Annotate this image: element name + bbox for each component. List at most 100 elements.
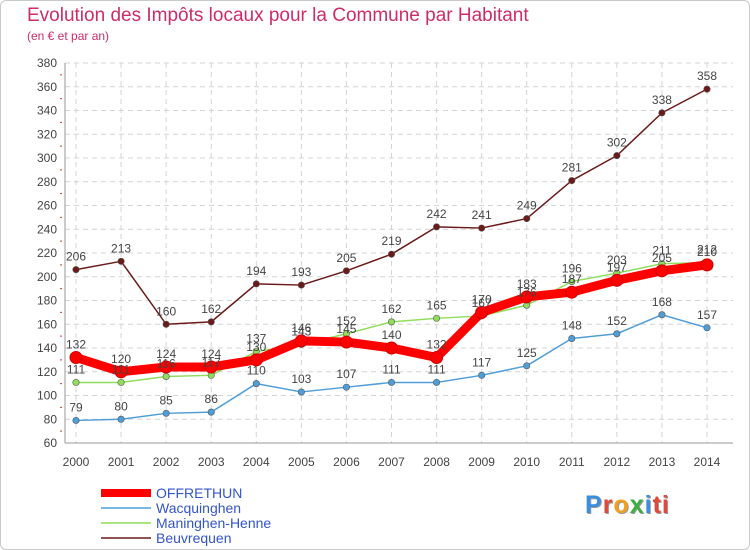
data-label-beuvrequen: 241	[472, 208, 492, 222]
data-point-beuvrequen	[433, 223, 441, 231]
data-point-beuvrequen	[478, 224, 486, 232]
data-point-offrethun	[385, 341, 398, 355]
data-point-beuvrequen	[658, 109, 666, 117]
data-point-offrethun	[475, 305, 489, 319]
data-point-wacquinghen	[658, 311, 666, 319]
x-tick-label: 2000	[63, 455, 90, 469]
data-point-offrethun	[655, 264, 669, 278]
data-label-beuvrequen: 358	[697, 69, 717, 83]
data-point-maninghen-henne	[568, 277, 576, 285]
data-point-offrethun	[69, 351, 83, 364]
data-point-maninghen-henne	[162, 372, 170, 380]
data-point-wacquinghen	[613, 330, 621, 338]
data-point-beuvrequen	[297, 281, 305, 289]
data-label-maninghen-henne: 162	[381, 302, 401, 316]
y-tick-label: 120	[37, 365, 57, 379]
data-label-wacquinghen: 111	[382, 362, 401, 376]
data-label-maninghen-henne: 176	[517, 285, 537, 299]
data-point-beuvrequen	[703, 85, 711, 93]
data-label-offrethun: 130	[246, 340, 266, 354]
data-label-beuvrequen: 302	[607, 136, 627, 150]
data-label-beuvrequen: 205	[336, 251, 356, 265]
data-point-maninghen-henne	[433, 314, 441, 322]
data-label-wacquinghen: 125	[517, 346, 537, 360]
x-tick-label: 2007	[378, 455, 405, 469]
data-point-beuvrequen	[568, 177, 576, 185]
data-label-wacquinghen: 168	[652, 295, 672, 309]
data-label-wacquinghen: 79	[69, 400, 83, 414]
legend: OFFRETHUNWacquinghenManinghen-HenneBeuvr…	[101, 485, 271, 546]
data-point-wacquinghen	[478, 371, 486, 379]
data-point-offrethun	[339, 335, 353, 349]
data-point-offrethun	[294, 334, 308, 348]
data-label-maninghen-henne: 165	[427, 298, 447, 312]
data-point-wacquinghen	[433, 378, 441, 386]
data-label-beuvrequen: 281	[562, 161, 582, 175]
chart-subtitle: (en € et par an)	[27, 29, 110, 43]
data-label-maninghen-henne: 143	[291, 324, 311, 338]
data-label-offrethun: 120	[111, 352, 131, 366]
data-label-maninghen-henne: 116	[157, 357, 176, 371]
data-point-offrethun	[204, 360, 218, 374]
data-label-wacquinghen: 152	[607, 314, 627, 328]
series-layer	[69, 85, 714, 424]
data-point-beuvrequen	[117, 257, 125, 265]
data-label-beuvrequen: 160	[156, 304, 176, 318]
data-label-wacquinghen: 157	[697, 308, 717, 322]
data-label-offrethun: 146	[291, 321, 311, 335]
data-label-offrethun: 183	[517, 277, 537, 291]
legend-label-beuvrequen: Beuvrequen	[156, 530, 232, 546]
y-tick-label: 240	[37, 222, 57, 236]
data-label-beuvrequen: 194	[246, 264, 266, 278]
data-point-offrethun	[610, 273, 624, 287]
x-tick-label: 2013	[649, 455, 676, 469]
data-label-offrethun: 132	[427, 338, 447, 352]
data-point-beuvrequen	[387, 250, 395, 258]
x-tick-label: 2012	[604, 455, 631, 469]
data-label-offrethun: 124	[201, 347, 221, 361]
axes-layer: 60 80 100 120 140 160 180 200 220 240 260 280 300 320…	[37, 56, 733, 469]
data-label-maninghen-henne: 117	[202, 355, 221, 369]
data-label-maninghen-henne: 137	[246, 332, 266, 346]
data-point-beuvrequen	[613, 152, 621, 160]
data-label-beuvrequen: 213	[111, 241, 131, 255]
data-label-wacquinghen: 111	[427, 362, 446, 376]
legend-label-offrethun: OFFRETHUN	[156, 485, 242, 501]
grid-layer	[65, 62, 733, 444]
x-tick-label: 2002	[153, 455, 180, 469]
y-tick-label: 320	[37, 127, 57, 141]
proxiti-logo: Proxiti	[585, 491, 670, 519]
y-tick-label: 140	[37, 341, 57, 355]
y-tick-label: 100	[37, 389, 57, 403]
data-point-wacquinghen	[72, 416, 80, 424]
data-label-beuvrequen: 219	[381, 234, 401, 248]
data-label-offrethun: 197	[607, 260, 627, 274]
data-point-beuvrequen	[342, 267, 350, 275]
data-point-maninghen-henne	[117, 378, 125, 386]
chart-title: Evolution des Impôts locaux pour la Comm…	[27, 5, 529, 26]
data-label-beuvrequen: 162	[201, 302, 221, 316]
data-point-beuvrequen	[207, 318, 215, 326]
data-label-maninghen-henne: 203	[607, 253, 627, 267]
data-point-wacquinghen	[252, 380, 260, 388]
data-point-wacquinghen	[342, 383, 350, 391]
y-tick-label: 260	[37, 199, 57, 213]
data-label-maninghen-henne: 111	[112, 362, 131, 376]
data-label-wacquinghen: 148	[562, 319, 582, 333]
data-label-beuvrequen: 206	[66, 250, 86, 264]
data-label-beuvrequen: 249	[517, 199, 537, 213]
data-label-wacquinghen: 103	[291, 372, 311, 386]
data-point-wacquinghen	[207, 408, 215, 416]
data-label-offrethun: 145	[336, 322, 356, 336]
data-label-maninghen-henne: 196	[562, 262, 582, 276]
y-tick-label: 380	[37, 56, 57, 70]
data-label-offrethun: 187	[562, 272, 582, 286]
x-tick-label: 2009	[468, 455, 495, 469]
x-tick-label: 2011	[559, 455, 585, 469]
data-point-wacquinghen	[703, 324, 711, 332]
y-tick-label: 360	[37, 80, 57, 94]
y-tick-label: 280	[37, 175, 57, 189]
data-point-offrethun	[249, 353, 263, 367]
